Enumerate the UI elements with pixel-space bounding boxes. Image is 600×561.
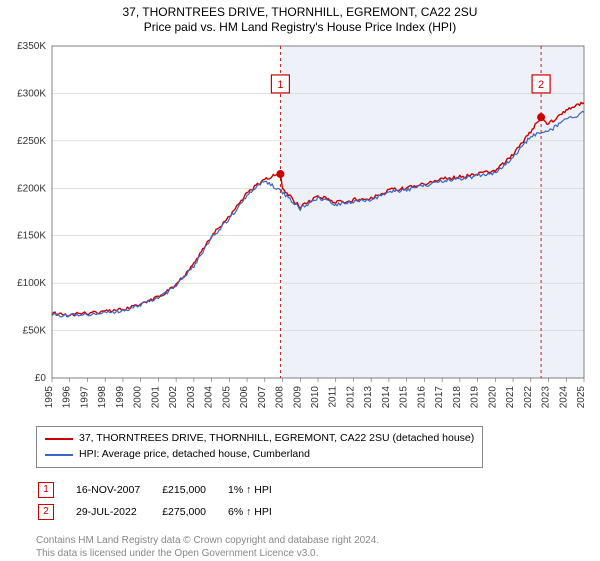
chart-svg: £0 £50K £100K £150K £200K £250K £300K £350K 1995… xyxy=(6,38,594,418)
svg-text:1996: 1996 xyxy=(62,386,73,409)
chart-title-line1: 37, THORNTREES DRIVE, THORNHILL, EGREMON… xyxy=(6,4,594,20)
svg-text:£300K: £300K xyxy=(17,89,46,100)
svg-text:2018: 2018 xyxy=(452,386,463,409)
sale-date: 29-JUL-2022 xyxy=(76,502,160,522)
svg-text:2001: 2001 xyxy=(150,386,161,409)
svg-text:2006: 2006 xyxy=(239,386,250,409)
svg-text:2008: 2008 xyxy=(275,386,286,409)
svg-text:2017: 2017 xyxy=(434,386,445,409)
svg-text:2019: 2019 xyxy=(470,386,481,409)
sale-vs-hpi: 6% ↑ HPI xyxy=(228,502,292,522)
legend-swatch xyxy=(45,454,73,456)
legend-row: HPI: Average price, detached house, Cumb… xyxy=(45,447,474,463)
svg-text:2014: 2014 xyxy=(381,386,392,409)
svg-text:2024: 2024 xyxy=(558,386,569,409)
svg-text:1998: 1998 xyxy=(97,386,108,409)
sale-vs-hpi: 1% ↑ HPI xyxy=(228,480,292,500)
sale-marker: 2 xyxy=(38,502,74,522)
sale-price: £215,000 xyxy=(162,480,226,500)
svg-text:£0: £0 xyxy=(35,373,47,384)
sale-date: 16-NOV-2007 xyxy=(76,480,160,500)
svg-text:2023: 2023 xyxy=(541,386,552,409)
svg-text:2: 2 xyxy=(538,79,544,91)
svg-text:2010: 2010 xyxy=(310,386,321,409)
svg-text:1: 1 xyxy=(277,79,283,91)
svg-text:2007: 2007 xyxy=(257,386,268,409)
svg-text:2020: 2020 xyxy=(487,386,498,409)
svg-text:£350K: £350K xyxy=(17,41,46,52)
svg-text:1999: 1999 xyxy=(115,386,126,409)
svg-text:2004: 2004 xyxy=(204,386,215,409)
svg-text:2009: 2009 xyxy=(292,386,303,409)
svg-text:£250K: £250K xyxy=(17,136,46,147)
svg-text:2022: 2022 xyxy=(523,386,534,409)
svg-text:2025: 2025 xyxy=(576,386,587,409)
sales-table: 116-NOV-2007£215,0001% ↑ HPI229-JUL-2022… xyxy=(36,478,294,524)
svg-text:£150K: £150K xyxy=(17,231,46,242)
legend-row: 37, THORNTREES DRIVE, THORNHILL, EGREMON… xyxy=(45,431,474,447)
svg-text:2016: 2016 xyxy=(416,386,427,409)
legend-label: HPI: Average price, detached house, Cumb… xyxy=(79,447,310,463)
legend: 37, THORNTREES DRIVE, THORNHILL, EGREMON… xyxy=(36,426,483,468)
svg-text:1997: 1997 xyxy=(79,386,90,409)
svg-text:£200K: £200K xyxy=(17,183,46,194)
svg-text:2005: 2005 xyxy=(221,386,232,409)
legend-label: 37, THORNTREES DRIVE, THORNHILL, EGREMON… xyxy=(79,431,474,447)
sale-row: 229-JUL-2022£275,0006% ↑ HPI xyxy=(38,502,292,522)
sale-marker: 1 xyxy=(38,480,74,500)
footer-line2: This data is licensed under the Open Gov… xyxy=(36,547,594,561)
svg-text:2000: 2000 xyxy=(133,386,144,409)
svg-text:2015: 2015 xyxy=(399,386,410,409)
svg-text:£100K: £100K xyxy=(17,278,46,289)
footer-line1: Contains HM Land Registry data © Crown c… xyxy=(36,534,594,548)
legend-swatch xyxy=(45,438,73,440)
price-chart: £0 £50K £100K £150K £200K £250K £300K £350K 1995… xyxy=(6,38,594,418)
svg-text:£50K: £50K xyxy=(23,326,47,337)
svg-text:2012: 2012 xyxy=(345,386,356,409)
sale-price: £275,000 xyxy=(162,502,226,522)
svg-text:2002: 2002 xyxy=(168,386,179,409)
svg-text:2013: 2013 xyxy=(363,386,374,409)
footer: Contains HM Land Registry data © Crown c… xyxy=(36,534,594,561)
svg-text:2003: 2003 xyxy=(186,386,197,409)
svg-text:2011: 2011 xyxy=(328,386,339,408)
svg-text:1995: 1995 xyxy=(44,386,55,409)
chart-title-line2: Price paid vs. HM Land Registry's House … xyxy=(6,20,594,34)
sale-row: 116-NOV-2007£215,0001% ↑ HPI xyxy=(38,480,292,500)
svg-text:2021: 2021 xyxy=(505,386,516,409)
